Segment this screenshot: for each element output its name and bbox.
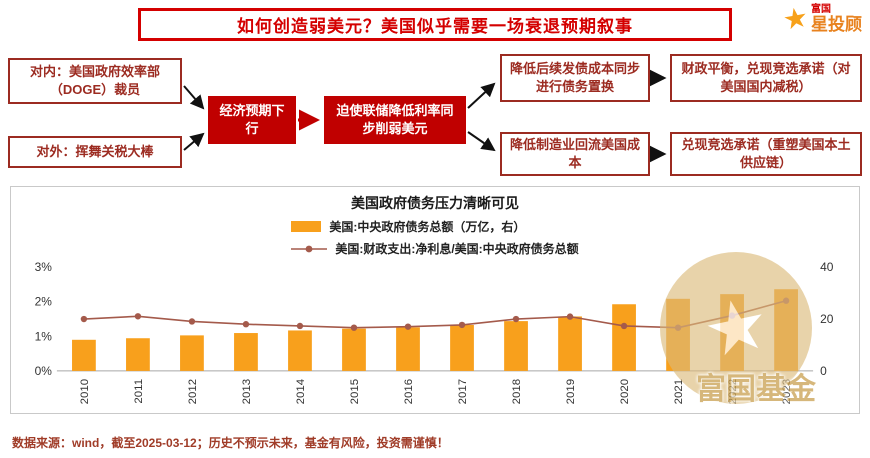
ratio-point xyxy=(674,324,682,331)
x-tick-label: 2013 xyxy=(241,379,253,405)
chart-legend: 美国:中央政府债务总额（万亿，右） 美国:财政支出:净利息/美国:中央政府债务总… xyxy=(291,218,579,257)
ratio-point xyxy=(134,313,142,320)
x-tick-label: 2023 xyxy=(781,379,793,405)
chart-card: 美国政府债务压力清晰可见 美国:中央政府债务总额（万亿，右） 美国:财政支出:净… xyxy=(10,186,860,414)
x-tick-label: 2012 xyxy=(187,379,199,405)
flow-box-external: 对外：挥舞关税大棒 xyxy=(8,136,182,168)
ratio-point xyxy=(728,312,736,319)
x-tick-label: 2011 xyxy=(133,379,145,404)
flow-box-economy-expectation: 经济预期下行 xyxy=(208,96,296,144)
debt-bar xyxy=(72,339,96,371)
right-axis-tick: 0 xyxy=(820,364,827,378)
legend-line-sample xyxy=(291,245,328,252)
logo-brand-text: 富国 xyxy=(811,4,831,15)
ratio-point xyxy=(512,315,520,323)
flow-box-debt-swap: 降低后续发债成本同步进行债务置换 xyxy=(500,54,650,102)
left-axis-tick: 0% xyxy=(35,364,53,378)
ratio-point xyxy=(350,324,358,331)
ratio-point xyxy=(782,297,790,304)
x-tick-label: 2018 xyxy=(511,379,523,405)
flow-arrows-layer xyxy=(183,69,667,163)
logo-product-text: 星投顾 xyxy=(811,14,862,34)
ratio-point xyxy=(404,323,412,330)
arrow-fed-to-debt xyxy=(467,82,496,109)
x-tick-label: 2021 xyxy=(673,379,685,405)
legend-item-line: 美国:财政支出:净利息/美国:中央政府债务总额 xyxy=(291,240,579,257)
debt-bar xyxy=(504,321,528,371)
brand-logo: ★ 富国 星投顾 xyxy=(780,1,862,37)
ratio-point xyxy=(620,322,628,330)
x-tick-label: 2010 xyxy=(79,379,91,405)
ratio-point xyxy=(80,315,88,323)
debt-bar xyxy=(720,294,744,371)
x-tick-label: 2022 xyxy=(727,379,739,405)
debt-chart: 0% 1% 2% 3% 0 20 40 2010 2011 2012 2013 2014 2015 201… xyxy=(35,260,834,405)
debt-bar xyxy=(558,316,582,371)
legend-item-bar: 美国:中央政府债务总额（万亿，右） xyxy=(291,218,578,235)
header-title-box: 如何创造弱美元？美国似乎需要一场衰退预期叙事 xyxy=(138,8,732,41)
debt-bar xyxy=(180,335,204,371)
flow-box-manufacturing: 降低制造业回流美国成本 xyxy=(500,132,650,176)
legend-line-label: 美国:财政支出:净利息/美国:中央政府债务总额 xyxy=(335,242,579,256)
right-axis-tick: 20 xyxy=(820,312,834,326)
debt-bar xyxy=(288,330,312,371)
debt-bar xyxy=(612,304,636,371)
ratio-point xyxy=(188,318,196,325)
flow-box-fed-rate-cut: 迫使联储降低利率同步削弱美元 xyxy=(324,96,466,144)
legend-bar-label: 美国:中央政府债务总额（万亿，右） xyxy=(329,220,526,234)
flow-box-fiscal-balance: 财政平衡，兑现竞选承诺（对美国国内减税） xyxy=(670,54,862,102)
x-tick-label: 2017 xyxy=(457,379,469,405)
page-title: 如何创造弱美元？美国似乎需要一场衰退预期叙事 xyxy=(237,17,633,36)
x-tick-label: 2016 xyxy=(403,379,415,405)
debt-bar xyxy=(126,338,150,371)
ratio-point xyxy=(242,321,250,328)
arrow-fed-to-mfg xyxy=(467,131,496,152)
debt-bar xyxy=(234,333,258,371)
x-tick-label: 2020 xyxy=(619,379,631,405)
data-source-note: 数据来源：wind，截至2025-03-12；历史不预示未来，基金有风险，投资需… xyxy=(12,436,449,450)
ratio-point xyxy=(566,313,574,320)
x-tick-label: 2019 xyxy=(565,379,577,405)
ratio-point xyxy=(296,322,304,330)
x-tick-label: 2014 xyxy=(295,378,307,404)
right-axis-tick: 40 xyxy=(820,260,834,274)
flow-box-promise: 兑现竞选承诺（重塑美国本土供应链） xyxy=(670,132,862,176)
star-icon: ★ xyxy=(780,1,811,37)
debt-bar xyxy=(396,327,420,371)
chart-title: 美国政府债务压力清晰可见 xyxy=(351,195,519,211)
flow-diagram: 对内：美国政府效率部（DOGE）裁员 对外：挥舞关税大棒 经济预期下行 迫使联储… xyxy=(0,50,870,182)
left-axis-tick: 1% xyxy=(35,329,53,343)
debt-bar xyxy=(450,325,474,371)
left-axis-tick: 3% xyxy=(35,260,53,274)
arrow-internal-to-econ xyxy=(183,85,205,110)
debt-bar xyxy=(666,298,690,371)
flow-box-internal: 对内：美国政府效率部（DOGE）裁员 xyxy=(8,58,182,104)
legend-bar-swatch xyxy=(291,221,322,232)
debt-bar xyxy=(342,328,366,371)
left-axis-tick: 2% xyxy=(35,295,53,309)
ratio-point xyxy=(458,321,466,329)
x-tick-label: 2015 xyxy=(349,379,361,405)
arrow-external-to-econ xyxy=(183,132,205,151)
